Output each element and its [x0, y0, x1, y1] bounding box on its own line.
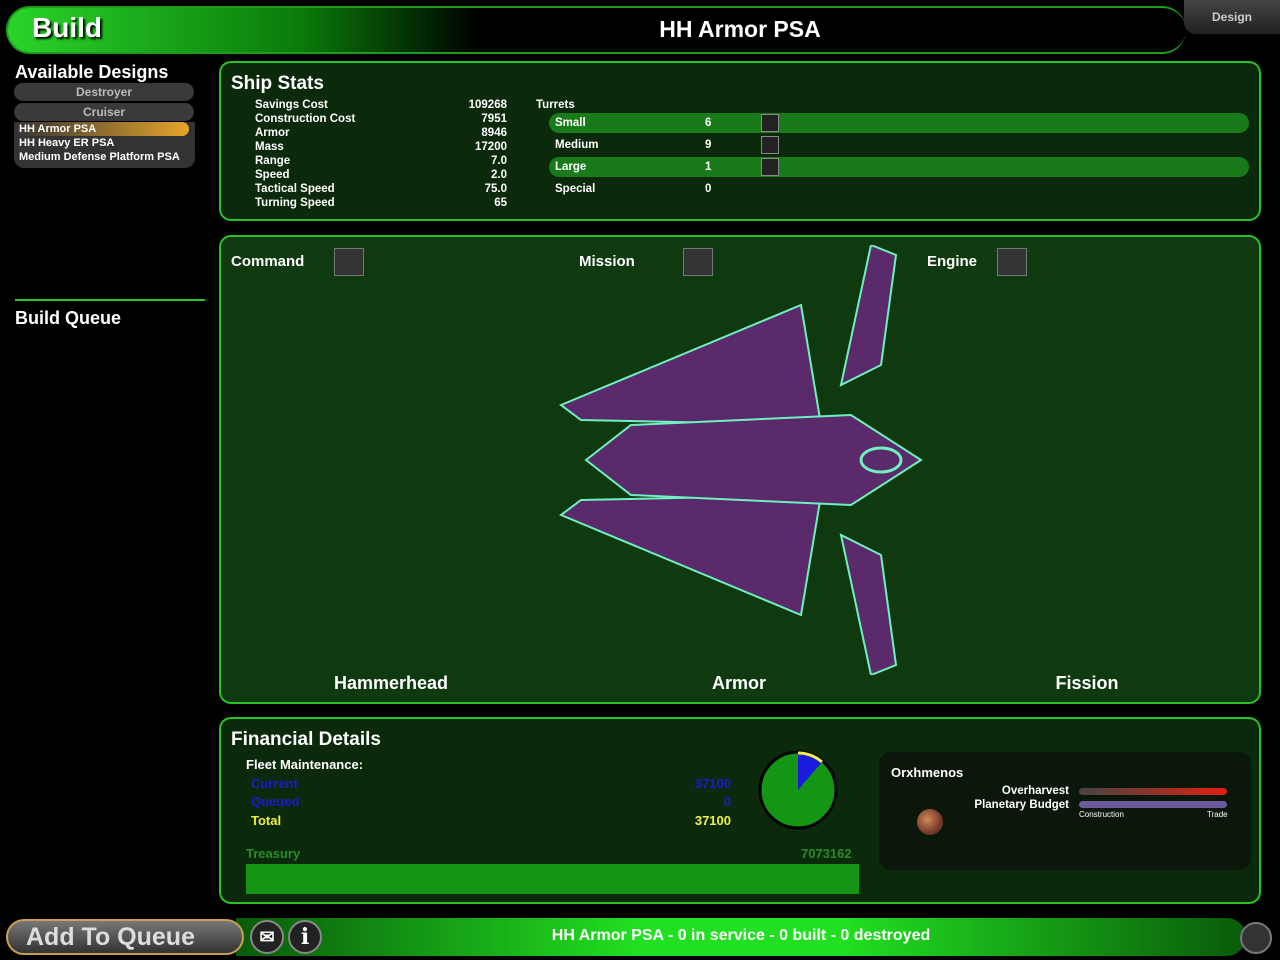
stat-value: 65 — [494, 197, 507, 209]
fleet-maintenance-label: Fleet Maintenance: — [246, 757, 364, 772]
components-panel: Command Hammerhead Mission Armor Engine Fissi… — [219, 235, 1261, 704]
overharvest-label: Overharvest — [1001, 785, 1069, 797]
turret-row: Large 1 — [549, 157, 1249, 177]
slot-label: Command — [231, 253, 305, 270]
planet-name: Orxhmenos — [891, 765, 964, 780]
slot-label: Mission — [579, 253, 635, 270]
screen-title: Build — [32, 12, 102, 43]
stat-label: Mass — [255, 141, 284, 153]
ship-model — [559, 245, 923, 675]
turret-count: 1 — [705, 161, 712, 173]
turret-count: 0 — [705, 183, 712, 195]
stat-value: 2.0 — [491, 169, 507, 181]
turrets-title: Turrets — [536, 99, 575, 111]
budget-construction-label: Construction — [1079, 810, 1124, 819]
budget-trade-label: Trade — [1207, 810, 1228, 819]
turret-row: Special 0 — [549, 179, 1249, 199]
turret-row: Small 6 — [549, 113, 1249, 133]
queued-label: Queued — [251, 794, 300, 809]
total-value: 37100 — [694, 813, 731, 828]
component-name: Fission — [1055, 673, 1119, 693]
ship-stats-title: Ship Stats — [231, 73, 324, 94]
turret-label: Special — [555, 183, 596, 195]
slot-label: Engine — [927, 253, 978, 270]
current-label: Current — [251, 776, 298, 791]
turret-label: Small — [555, 117, 586, 129]
build-queue-title: Build Queue — [15, 308, 122, 328]
stat-label: Savings Cost — [255, 99, 328, 111]
total-label: Total — [251, 813, 282, 828]
available-designs-title: Available Designs — [15, 62, 169, 82]
design-name-title: HH Armor PSA — [659, 16, 821, 42]
overharvest-slider[interactable] — [1079, 788, 1227, 795]
stat-value: 75.0 — [484, 183, 507, 195]
turret-row: Medium 9 — [549, 135, 1249, 155]
planetary-budget-label: Planetary Budget — [974, 799, 1069, 811]
turret-slot-button[interactable] — [761, 114, 779, 132]
stat-value: 17200 — [475, 141, 507, 153]
stat-label: Turning Speed — [255, 197, 335, 209]
turret-count: 9 — [705, 139, 712, 151]
turret-count: 6 — [705, 117, 712, 129]
treasury-value: 7073162 — [801, 846, 852, 861]
status-text: HH Armor PSA - 0 in service - 0 built - … — [551, 927, 931, 944]
design-item[interactable]: HH Heavy ER PSA — [19, 137, 115, 149]
tab-design[interactable]: Design — [1184, 0, 1280, 34]
planet-box: Orxhmenos Overharvest Planetary Budget C… — [879, 752, 1251, 870]
top-bar — [6, 6, 1186, 54]
stat-value: 8946 — [481, 127, 507, 139]
component-slot-button[interactable] — [334, 248, 364, 276]
stat-label: Tactical Speed — [255, 183, 335, 195]
info-icon[interactable]: i — [288, 920, 322, 954]
stat-label: Range — [255, 155, 291, 167]
component-name: Armor — [711, 673, 766, 693]
divider — [15, 299, 205, 301]
stat-value: 7.0 — [491, 155, 507, 167]
status-bar — [236, 918, 1246, 956]
component-slot-button[interactable] — [997, 248, 1027, 276]
maintenance-pie-chart — [758, 750, 838, 830]
queued-value: 0 — [723, 794, 731, 809]
turret-label: Large — [555, 161, 587, 173]
ship-stats-panel: Ship Stats Savings Cost 109268 Constructio… — [219, 61, 1261, 221]
add-to-queue-button[interactable]: Add To Queue — [6, 919, 244, 955]
turret-label: Medium — [555, 139, 599, 151]
planet-icon — [917, 809, 943, 835]
design-list: HH Armor PSA HH Heavy ER PSA Medium Defe… — [14, 122, 195, 168]
menu-button[interactable] — [1240, 922, 1272, 954]
design-item[interactable]: Medium Defense Platform PSA — [19, 151, 180, 163]
treasury-label: Treasury — [246, 846, 301, 861]
component-name: Hammerhead — [333, 673, 449, 693]
component-slot-button[interactable] — [683, 248, 713, 276]
chat-icon[interactable]: ✉ — [250, 920, 284, 954]
stat-value: 7951 — [481, 113, 507, 125]
turret-slot-button[interactable] — [761, 158, 779, 176]
treasury-bar — [246, 864, 859, 894]
stat-value: 109268 — [468, 99, 507, 111]
design-item[interactable]: HH Armor PSA — [14, 122, 189, 136]
turret-slot-button[interactable] — [761, 136, 779, 154]
stat-label: Speed — [255, 169, 290, 181]
stat-label: Construction Cost — [255, 113, 356, 125]
planetary-budget-slider[interactable] — [1079, 801, 1227, 808]
current-value: 37100 — [694, 776, 731, 791]
financial-title: Financial Details — [231, 729, 381, 750]
stat-label: Armor — [255, 127, 290, 139]
financial-panel: Financial Details Fleet Maintenance: Cur… — [219, 717, 1261, 904]
category-destroyer[interactable]: Destroyer — [14, 83, 194, 101]
category-cruiser[interactable]: Cruiser — [14, 103, 194, 121]
